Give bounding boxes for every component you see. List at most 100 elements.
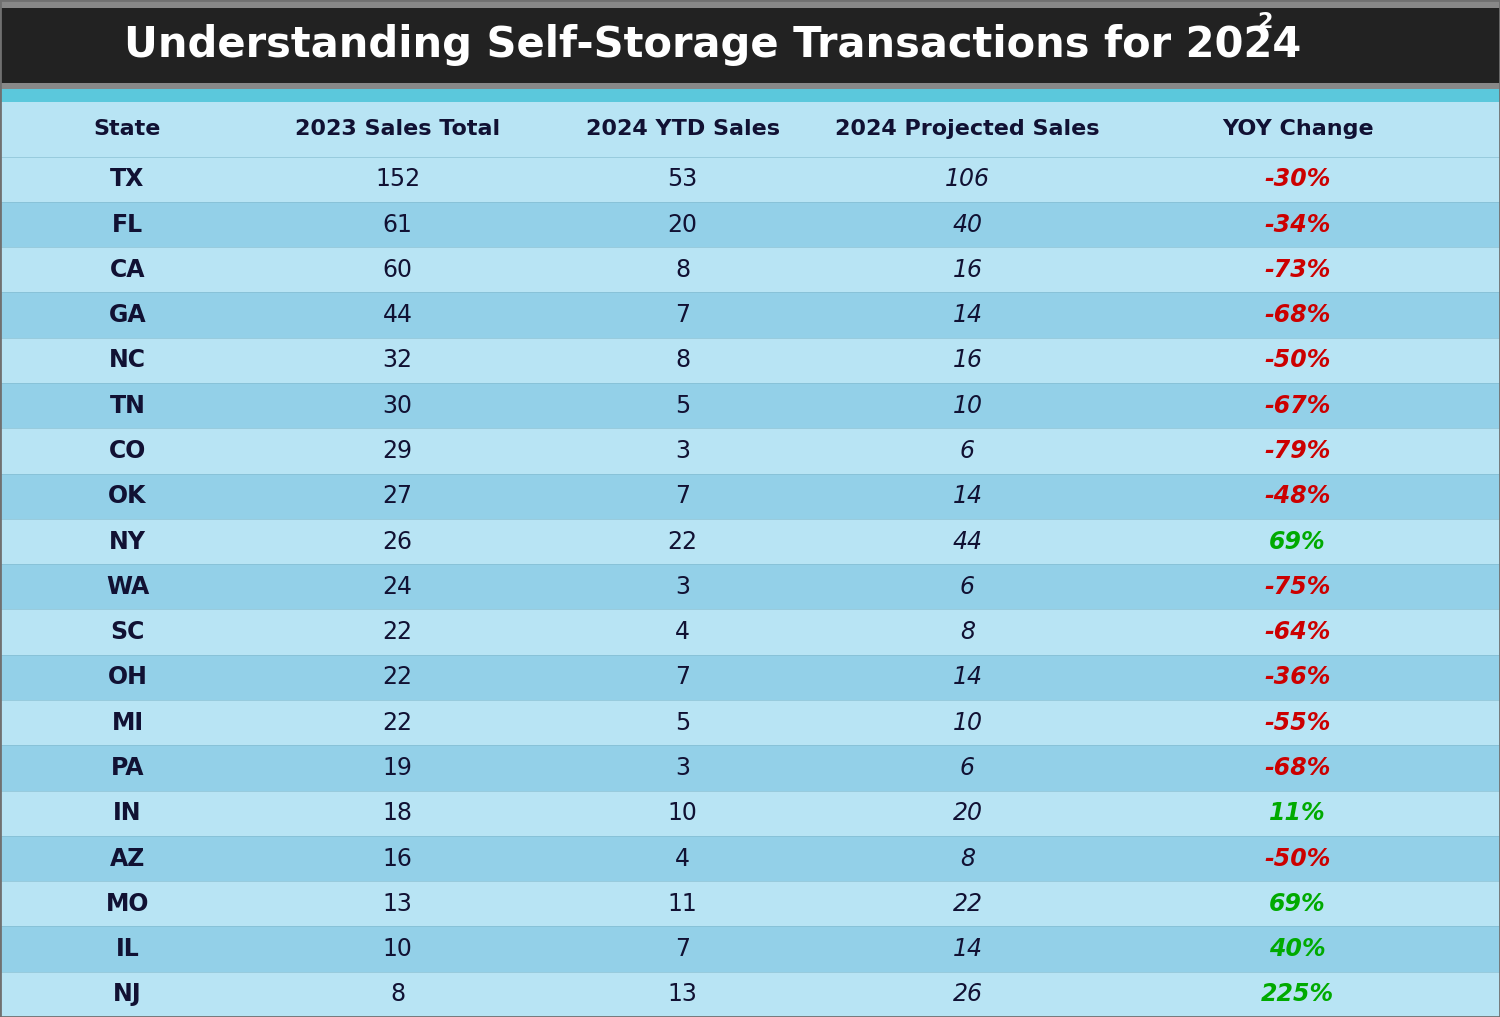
FancyBboxPatch shape <box>0 83 1500 89</box>
Text: 20: 20 <box>668 213 698 237</box>
Text: 22: 22 <box>382 711 412 734</box>
Text: 44: 44 <box>952 530 982 553</box>
Text: -75%: -75% <box>1264 575 1330 599</box>
FancyBboxPatch shape <box>0 383 1500 428</box>
Text: MI: MI <box>111 711 144 734</box>
Text: 14: 14 <box>952 484 982 508</box>
Text: 10: 10 <box>952 394 982 418</box>
Text: YOY Change: YOY Change <box>1221 119 1374 139</box>
Text: 2: 2 <box>1257 12 1272 33</box>
Text: WA: WA <box>106 575 148 599</box>
Text: 14: 14 <box>952 937 982 961</box>
Text: 69%: 69% <box>1269 892 1326 915</box>
Text: -30%: -30% <box>1264 167 1330 191</box>
Text: 6: 6 <box>960 756 975 780</box>
Text: 14: 14 <box>952 303 982 327</box>
Text: 106: 106 <box>945 167 990 191</box>
Text: 3: 3 <box>675 756 690 780</box>
Text: State: State <box>94 119 160 139</box>
Text: -68%: -68% <box>1264 756 1330 780</box>
Text: 27: 27 <box>382 484 412 508</box>
Text: -67%: -67% <box>1264 394 1330 418</box>
Text: -68%: -68% <box>1264 303 1330 327</box>
Text: 11: 11 <box>668 892 698 915</box>
Text: 225%: 225% <box>1262 982 1334 1007</box>
FancyBboxPatch shape <box>0 0 1500 8</box>
Text: FL: FL <box>112 213 142 237</box>
Text: 8: 8 <box>675 258 690 282</box>
Text: 22: 22 <box>382 620 412 644</box>
Text: 152: 152 <box>375 167 420 191</box>
Text: 16: 16 <box>952 258 982 282</box>
FancyBboxPatch shape <box>0 745 1500 790</box>
Text: IN: IN <box>114 801 141 825</box>
Text: 32: 32 <box>382 349 412 372</box>
FancyBboxPatch shape <box>0 202 1500 247</box>
FancyBboxPatch shape <box>0 655 1500 700</box>
Text: 5: 5 <box>675 394 690 418</box>
Text: 7: 7 <box>675 665 690 690</box>
Ellipse shape <box>195 305 465 468</box>
FancyBboxPatch shape <box>0 0 1500 89</box>
Text: 14: 14 <box>952 665 982 690</box>
Text: 7: 7 <box>675 484 690 508</box>
Text: -34%: -34% <box>1264 213 1330 237</box>
Text: -64%: -64% <box>1264 620 1330 644</box>
Text: 2024 YTD Sales: 2024 YTD Sales <box>585 119 780 139</box>
Text: 29: 29 <box>382 439 412 463</box>
Text: 20: 20 <box>952 801 982 825</box>
Text: 30: 30 <box>382 394 412 418</box>
Text: 5: 5 <box>675 711 690 734</box>
Text: -55%: -55% <box>1264 711 1330 734</box>
Text: -73%: -73% <box>1264 258 1330 282</box>
Text: 22: 22 <box>382 665 412 690</box>
Text: 7: 7 <box>675 303 690 327</box>
Text: 10: 10 <box>668 801 698 825</box>
Text: CO: CO <box>110 439 146 463</box>
Text: -79%: -79% <box>1264 439 1330 463</box>
FancyBboxPatch shape <box>0 519 1500 564</box>
FancyBboxPatch shape <box>0 881 1500 926</box>
FancyBboxPatch shape <box>0 790 1500 836</box>
Text: 24: 24 <box>382 575 412 599</box>
Text: 6: 6 <box>960 439 975 463</box>
Text: 10: 10 <box>952 711 982 734</box>
FancyBboxPatch shape <box>0 247 1500 293</box>
Text: 69%: 69% <box>1269 530 1326 553</box>
Text: 40: 40 <box>952 213 982 237</box>
Text: 11%: 11% <box>1269 801 1326 825</box>
Text: -48%: -48% <box>1264 484 1330 508</box>
Text: CA: CA <box>110 258 146 282</box>
Text: OH: OH <box>108 665 147 690</box>
FancyBboxPatch shape <box>0 338 1500 383</box>
Text: 53: 53 <box>668 167 698 191</box>
FancyBboxPatch shape <box>0 293 1500 338</box>
FancyBboxPatch shape <box>0 89 1500 102</box>
Text: IL: IL <box>116 937 140 961</box>
Text: 3: 3 <box>675 575 690 599</box>
Text: 13: 13 <box>668 982 698 1007</box>
Text: 3: 3 <box>675 439 690 463</box>
Text: 22: 22 <box>668 530 698 553</box>
Text: PA: PA <box>111 756 144 780</box>
Text: -50%: -50% <box>1264 349 1330 372</box>
Text: 26: 26 <box>952 982 982 1007</box>
Ellipse shape <box>1020 702 1140 885</box>
FancyBboxPatch shape <box>0 926 1500 971</box>
FancyBboxPatch shape <box>0 836 1500 881</box>
Text: -36%: -36% <box>1264 665 1330 690</box>
FancyBboxPatch shape <box>0 971 1500 1017</box>
Text: 26: 26 <box>382 530 412 553</box>
Text: TN: TN <box>110 394 146 418</box>
FancyBboxPatch shape <box>0 428 1500 474</box>
Text: AZ: AZ <box>110 846 146 871</box>
Text: 19: 19 <box>382 756 412 780</box>
Text: 4: 4 <box>675 620 690 644</box>
FancyBboxPatch shape <box>0 102 1500 157</box>
Text: 4: 4 <box>675 846 690 871</box>
Text: 8: 8 <box>675 349 690 372</box>
Text: -50%: -50% <box>1264 846 1330 871</box>
Text: 8: 8 <box>960 620 975 644</box>
FancyBboxPatch shape <box>0 700 1500 745</box>
Text: OK: OK <box>108 484 147 508</box>
